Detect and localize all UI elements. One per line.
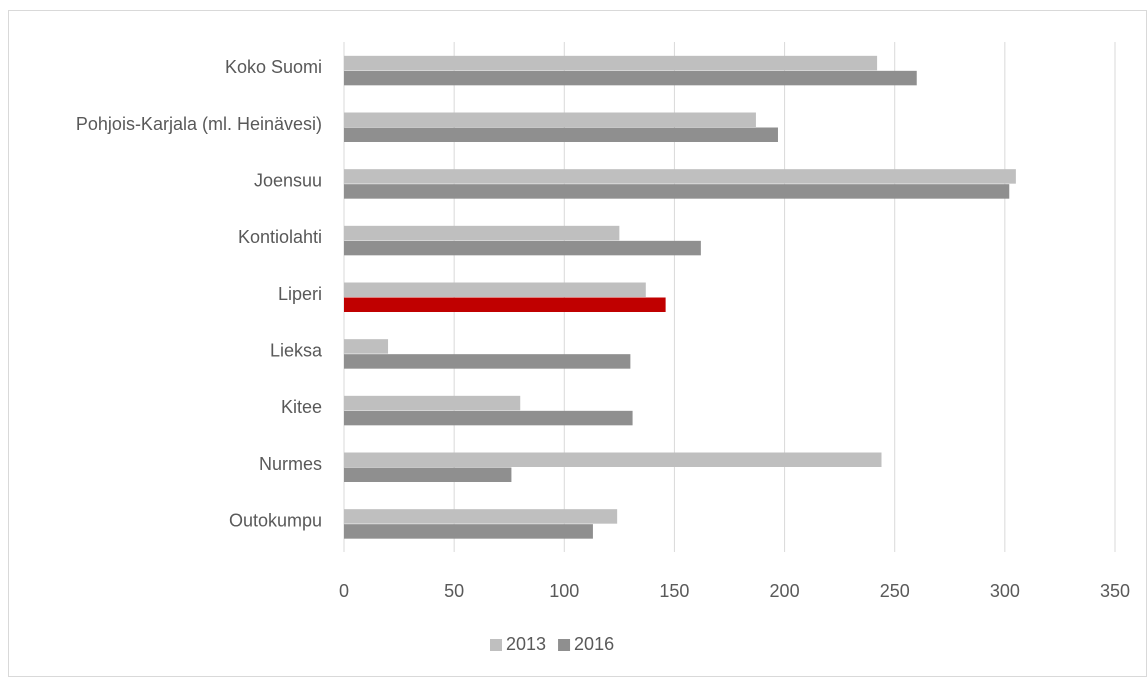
- bar: [344, 354, 631, 369]
- bar: [344, 55, 878, 71]
- y-tick-label: Pohjois-Karjala (ml. Heinävesi): [76, 114, 322, 134]
- bar: [344, 395, 521, 411]
- x-tick-label: 50: [444, 581, 464, 601]
- bar: [344, 452, 882, 467]
- y-tick-label: Kitee: [281, 397, 322, 417]
- bar: [344, 225, 620, 241]
- bar: [344, 467, 512, 482]
- y-tick-label: Liperi: [278, 284, 322, 304]
- y-tick-label: Kontiolahti: [238, 227, 322, 247]
- y-tick-label: Koko Suomi: [225, 57, 322, 77]
- bar: [344, 240, 701, 256]
- y-tick-label: Outokumpu: [229, 510, 322, 530]
- y-tick-label: Nurmes: [259, 454, 322, 474]
- bar: [344, 112, 756, 127]
- x-tick-label: 350: [1100, 581, 1130, 601]
- x-tick-label: 200: [770, 581, 800, 601]
- bar: [344, 169, 1016, 184]
- bar: [344, 339, 389, 354]
- legend-swatch: [490, 639, 502, 651]
- bar: [344, 127, 778, 142]
- bar: [344, 410, 633, 426]
- x-tick-label: 100: [549, 581, 579, 601]
- bar: [344, 70, 917, 86]
- legend-label: 2013: [506, 634, 546, 654]
- y-tick-label: Joensuu: [254, 170, 322, 190]
- bar: [344, 282, 646, 297]
- legend-swatch: [558, 639, 571, 651]
- x-tick-label: 0: [339, 581, 349, 601]
- x-tick-label: 250: [880, 581, 910, 601]
- x-tick-label: 300: [990, 581, 1020, 601]
- legend-label: 2016: [574, 634, 614, 654]
- bar: [344, 297, 666, 312]
- x-tick-label: 150: [659, 581, 689, 601]
- y-tick-label: Lieksa: [270, 340, 323, 360]
- bar: [344, 509, 618, 524]
- bar: [344, 524, 593, 539]
- chart-border: [8, 10, 1147, 677]
- bar: [344, 184, 1010, 199]
